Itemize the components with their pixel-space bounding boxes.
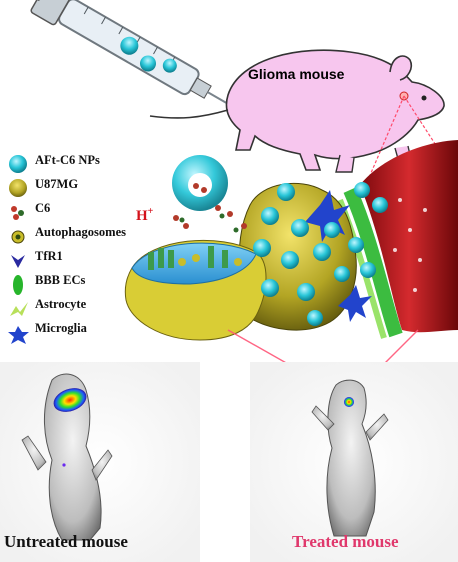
- legend-label: C6: [35, 200, 51, 215]
- treated-mouse-image: [311, 379, 389, 537]
- untreated-mouse-image: [21, 373, 113, 541]
- legend-item-microglia: Microglia: [4, 316, 154, 340]
- legend-item-u87mg: U87MG: [4, 172, 154, 196]
- autophagosome-icon: [11, 230, 25, 244]
- legend: AFt-C6 NPs U87MG C6 Autophagosomes TfR1 …: [4, 148, 154, 340]
- legend-item-astrocyte: Astrocyte: [4, 292, 154, 316]
- legend-label: U87MG: [35, 176, 79, 191]
- legend-item-bbb-ecs: BBB ECs: [4, 268, 154, 292]
- legend-label: AFt-C6 NPs: [35, 152, 100, 167]
- legend-icons: [8, 155, 29, 344]
- proton-charge: +: [147, 206, 154, 217]
- c6-drug-icon: [11, 206, 24, 220]
- legend-label: Astrocyte: [35, 296, 87, 311]
- zoom-lines: [367, 95, 453, 181]
- microglia-icon: [8, 326, 29, 344]
- legend-item-tfr1: TfR1: [4, 244, 154, 268]
- astrocyte-icon: [10, 302, 28, 316]
- bbb-ec-icon: [13, 275, 23, 295]
- u87mg-cell-icon: [9, 179, 27, 197]
- c6-release: [172, 155, 247, 233]
- syringe: [24, 0, 268, 128]
- nanoparticles: [253, 182, 388, 326]
- untreated-caption: Untreated mouse: [4, 532, 128, 551]
- brain-slab: [124, 239, 267, 341]
- aft-c6-np-icon: [9, 155, 27, 173]
- legend-label: TfR1: [35, 248, 63, 263]
- proton-label: H+: [136, 206, 153, 225]
- legend-label: BBB ECs: [35, 272, 86, 287]
- legend-item-c6: C6: [4, 196, 154, 220]
- glioma-mouse-label: Glioma mouse: [248, 66, 345, 82]
- treated-caption: Treated mouse: [292, 532, 399, 551]
- legend-label: Microglia: [35, 320, 87, 335]
- legend-label: Autophagosomes: [35, 224, 126, 239]
- legend-item-aft-c6-nps: AFt-C6 NPs: [4, 148, 154, 172]
- proton-symbol: H: [136, 208, 148, 224]
- legend-item-autophagosomes: Autophagosomes: [4, 220, 154, 244]
- tfr1-receptor-icon: [11, 255, 25, 268]
